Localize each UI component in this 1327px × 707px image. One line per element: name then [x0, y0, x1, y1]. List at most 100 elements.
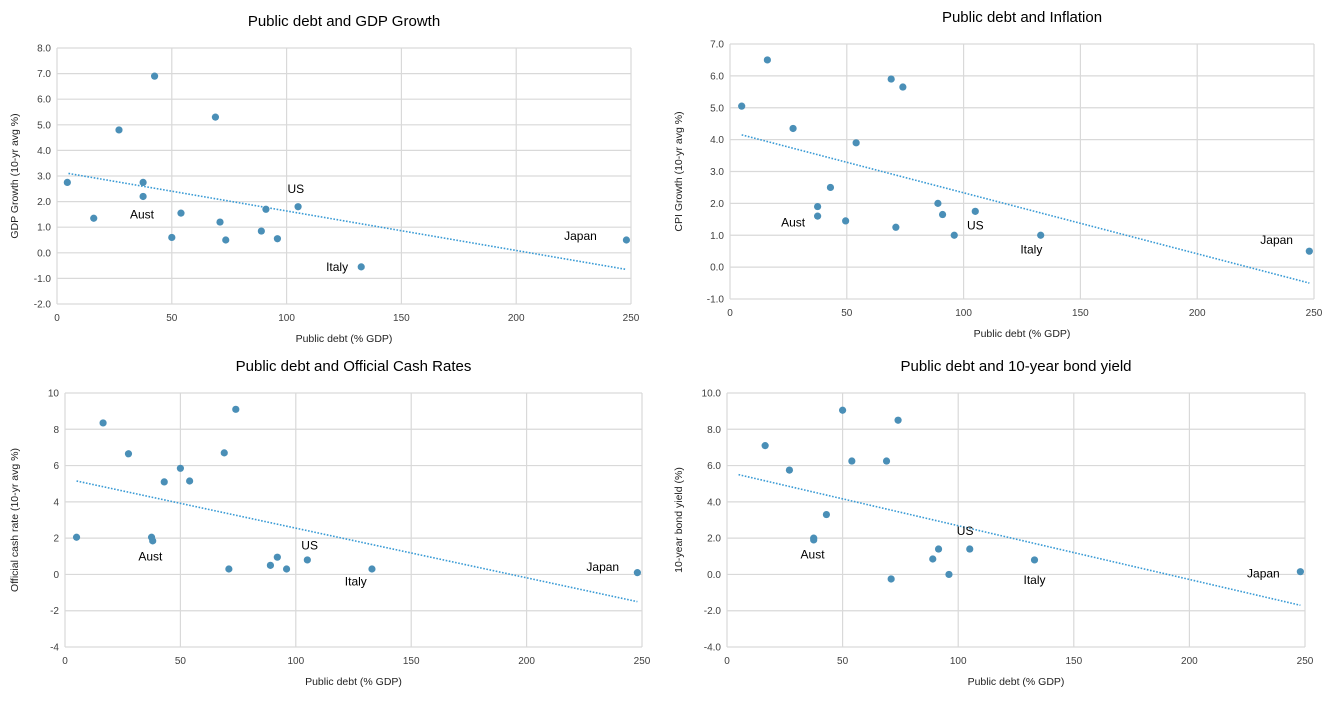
y-tick-label: 0.0 — [710, 263, 724, 274]
y-tick-label: -1.0 — [707, 295, 725, 306]
y-tick-label: 6 — [53, 461, 59, 472]
data-point — [814, 212, 822, 220]
x-tick-label: 150 — [403, 656, 420, 667]
data-point — [1296, 568, 1304, 576]
data-point — [282, 565, 291, 573]
data-point — [852, 139, 860, 147]
y-tick-label: 4.0 — [37, 146, 51, 157]
data-point — [211, 113, 220, 121]
data-point — [266, 561, 275, 569]
x-tick-label: 0 — [727, 308, 733, 319]
data-point — [950, 231, 958, 239]
annotation-label: Italy — [1023, 573, 1045, 587]
annotation-label: Japan — [564, 229, 597, 243]
y-axis-label: CPI Growth (10-yr avg %) — [673, 111, 685, 231]
annotation-label: US — [287, 182, 304, 196]
data-point — [257, 227, 265, 235]
x-tick-label: 0 — [62, 656, 68, 667]
chart-title: Public debt and Official Cash Rates — [236, 358, 472, 375]
y-tick-label: -4.0 — [704, 643, 722, 654]
data-point — [139, 192, 147, 201]
x-tick-label: 250 — [634, 656, 651, 667]
y-axis-label: 10-year bond yield (%) — [673, 467, 685, 573]
y-tick-label: 1.0 — [37, 223, 51, 234]
annotation-label: Japan — [1260, 233, 1293, 247]
annotation-label: US — [957, 524, 974, 538]
y-tick-label: 6.0 — [37, 95, 51, 106]
data-point — [738, 102, 746, 110]
data-point — [262, 205, 270, 213]
chart-title: Public debt and 10-year bond yield — [901, 358, 1132, 375]
y-tick-label: 8.0 — [707, 425, 721, 436]
data-point — [273, 553, 281, 561]
data-point — [168, 233, 176, 242]
data-point — [929, 555, 937, 563]
y-axis-label: GDP Growth (10-yr avg %) — [9, 113, 21, 238]
y-tick-label: -1.0 — [34, 274, 52, 285]
chart-svg: Public debt and Official Cash Rates -4 -2 0… — [9, 358, 651, 688]
chart-bond-yield: Public debt and 10-year bond yield -4.0 -2… — [664, 350, 1327, 702]
data-point — [842, 217, 850, 225]
annotation-label: Italy — [326, 260, 348, 274]
data-point — [810, 536, 818, 544]
x-tick-label: 100 — [287, 656, 304, 667]
y-tick-label: 8.0 — [37, 44, 51, 55]
y-tick-label: -2.0 — [704, 606, 722, 617]
y-tick-label: 10.0 — [702, 389, 722, 400]
data-point — [945, 570, 953, 579]
x-tick-label: 0 — [724, 656, 730, 667]
data-point — [934, 199, 942, 207]
annotation-label: US — [301, 538, 318, 552]
data-point — [357, 263, 365, 271]
data-point — [139, 178, 147, 186]
x-axis-label: Public debt (% GDP) — [305, 676, 402, 688]
data-point — [789, 124, 797, 133]
data-point — [149, 537, 157, 545]
data-point — [966, 545, 974, 553]
chart-cash-rates: Public debt and Official Cash Rates -4 -2 0… — [0, 350, 663, 702]
data-point — [216, 218, 224, 226]
data-point — [882, 457, 891, 465]
data-point — [222, 236, 230, 244]
y-tick-label: -4 — [50, 643, 59, 654]
y-tick-label: 1.0 — [710, 231, 724, 242]
data-point — [368, 565, 376, 573]
data-point — [814, 202, 822, 211]
chart-inflation: Public debt and Inflation -1.0 0.0 1.0 2.0 3.… — [664, 0, 1327, 350]
x-axis-label: Public debt (% GDP) — [968, 676, 1065, 688]
data-point — [303, 556, 311, 564]
chart-gdp-growth: Public debt and GDP Growth -2.0 -1.0 0.0 1.0… — [0, 0, 663, 350]
data-point — [220, 449, 228, 457]
data-point — [633, 569, 641, 577]
data-point — [887, 575, 895, 583]
x-tick-label: 100 — [950, 656, 967, 667]
data-point — [848, 457, 856, 465]
data-point — [294, 203, 302, 211]
data-point — [826, 183, 835, 192]
data-point — [892, 223, 900, 231]
y-axis-label: Official cash rate (10-yr avg %) — [9, 448, 21, 592]
x-tick-label: 250 — [1297, 656, 1314, 667]
data-point — [150, 72, 159, 80]
data-point — [90, 214, 98, 222]
annotation-label: Aust — [801, 547, 826, 561]
data-point — [839, 406, 847, 414]
y-tick-label: 0.0 — [707, 570, 721, 581]
y-tick-label: 10 — [48, 389, 60, 400]
x-tick-label: 50 — [175, 656, 187, 667]
data-point — [115, 126, 123, 134]
x-tick-label: 50 — [166, 313, 178, 324]
x-tick-label: 250 — [1306, 308, 1323, 319]
annotation-label: Japan — [1247, 567, 1280, 581]
y-tick-label: 8 — [53, 425, 59, 436]
x-tick-label: 0 — [54, 313, 60, 324]
data-point — [124, 450, 133, 458]
y-tick-label: 4 — [53, 497, 59, 508]
data-point — [1037, 231, 1045, 239]
y-tick-label: 6.0 — [707, 461, 721, 472]
x-tick-label: 150 — [393, 313, 410, 324]
x-axis-label: Public debt (% GDP) — [296, 333, 393, 345]
y-tick-label: 0 — [53, 570, 59, 581]
chart-title: Public debt and Inflation — [942, 9, 1102, 26]
y-tick-label: 3.0 — [710, 167, 724, 178]
